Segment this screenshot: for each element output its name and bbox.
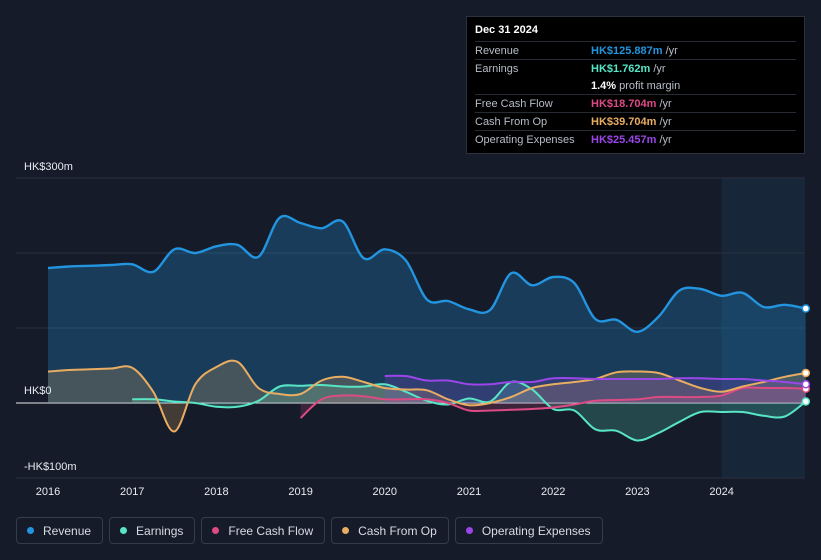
y-label-bottom: -HK$100m (24, 461, 77, 473)
legend-label: Revenue (43, 523, 92, 538)
x-tick-label: 2021 (457, 486, 481, 498)
legend-label: Cash From Op (358, 523, 437, 538)
free-cash-flow-area (300, 387, 806, 418)
tooltip-row-revenue: Revenue HK$125.887m /yr (475, 41, 796, 59)
revenue-endpoint (801, 304, 811, 313)
tooltip-label: Cash From Op (475, 115, 548, 128)
series-endpoints (801, 304, 811, 406)
tooltip-value: HK$125.887m (591, 44, 663, 57)
legend-label: Earnings (136, 523, 184, 538)
earnings-endpoint (801, 397, 811, 406)
y-axis-labels: HK$300m HK$0 -HK$100m (24, 161, 77, 473)
cash-from-op-endpoint (801, 368, 811, 378)
x-axis-ticks: 2016 2017 2018 2019 2020 2021 2022 2023 2024 (36, 486, 734, 498)
tooltip-label: Revenue (475, 44, 520, 57)
legend-label: Free Cash Flow (228, 523, 314, 538)
chart-legend: Revenue Earnings Free Cash Flow Cash Fro… (16, 517, 603, 546)
legend-dot-icon (27, 527, 34, 534)
tooltip-row-cfo: Cash From Op HK$39.704m /yr (475, 112, 796, 130)
tooltip-row-opex: Operating Expenses HK$25.457m /yr (475, 130, 796, 148)
tooltip-row-fcf: Free Cash Flow HK$18.704m /yr (475, 94, 796, 112)
legend-revenue[interactable]: Revenue (16, 517, 104, 544)
tooltip-unit: /yr (659, 133, 672, 146)
earnings-area (132, 381, 806, 441)
x-tick-label: 2023 (625, 486, 649, 498)
cash-from-op-line (47, 359, 806, 433)
tooltip-label: Operating Expenses (475, 133, 575, 146)
legend-dot-icon (212, 527, 220, 534)
operating-expenses-line (384, 374, 806, 386)
earnings-line (132, 380, 807, 442)
legend-dot-icon (465, 527, 473, 534)
operating-expenses-endpoint (801, 380, 811, 389)
x-tick-label: 2024 (709, 486, 733, 498)
data-tooltip: Dec 31 2024 Revenue HK$125.887m /yr Earn… (466, 16, 805, 154)
revenue-area (48, 215, 806, 403)
tooltip-unit: /yr (653, 62, 666, 75)
y-label-top: HK$300m (24, 161, 73, 173)
tooltip-label: Earnings (475, 62, 519, 75)
tooltip-value: 1.4% (591, 79, 617, 92)
legend-earnings[interactable]: Earnings (109, 517, 196, 544)
legend-label: Operating Expenses (481, 523, 591, 538)
y-label-zero: HK$0 (24, 385, 52, 397)
free-cash-flow-line (299, 386, 806, 419)
tooltip-row-earnings: Earnings HK$1.762m /yr (475, 59, 796, 77)
tooltip-unit: /yr (665, 44, 678, 57)
legend-cash-from-op[interactable]: Cash From Op (331, 517, 449, 544)
x-tick-label: 2020 (373, 486, 397, 498)
legend-free-cash-flow[interactable]: Free Cash Flow (201, 517, 326, 544)
tooltip-unit: /yr (659, 97, 672, 110)
x-tick-label: 2016 (36, 486, 60, 498)
x-tick-label: 2019 (288, 486, 312, 498)
tooltip-value: HK$39.704m (591, 115, 657, 128)
grid-lines (16, 177, 805, 479)
tooltip-value: HK$18.704m (591, 97, 657, 110)
tooltip-value: HK$25.457m (591, 133, 657, 146)
tooltip-unit: /yr (659, 115, 672, 128)
x-tick-label: 2017 (120, 486, 144, 498)
tooltip-label: Free Cash Flow (475, 97, 553, 110)
tooltip-value: HK$1.762m (591, 62, 651, 75)
series-lines (47, 214, 807, 442)
x-tick-label: 2022 (541, 486, 565, 498)
series-areas (48, 215, 806, 441)
tooltip-row-margin: 1.4% profit margin (475, 77, 796, 94)
legend-dot-icon (120, 527, 128, 534)
legend-dot-icon (342, 527, 350, 534)
legend-operating-expenses[interactable]: Operating Expenses (454, 517, 603, 544)
revenue-line (47, 214, 807, 333)
tooltip-date: Dec 31 2024 (475, 24, 538, 36)
tooltip-unit: profit margin (619, 79, 681, 92)
x-tick-label: 2018 (204, 486, 228, 498)
